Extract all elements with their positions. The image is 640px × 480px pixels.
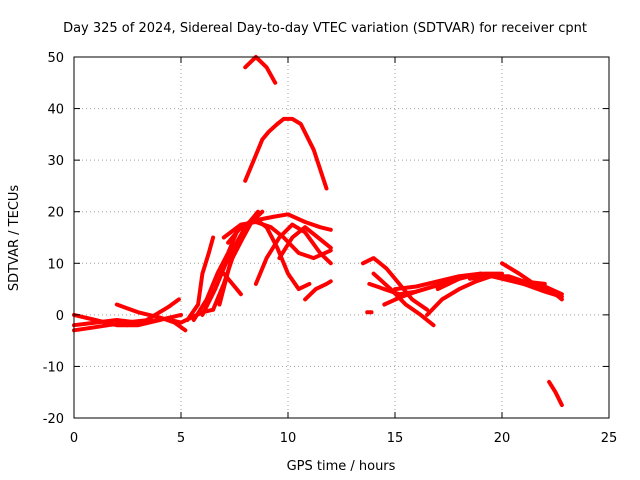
x-tick-label: 15 xyxy=(387,431,404,446)
axis-ticks: 0 5 10 15 20 25 -20 -10 0 10 20 30 40 50 xyxy=(43,51,618,446)
series-arc-23 xyxy=(371,271,436,328)
series-arc-13 xyxy=(226,212,333,245)
y-tick-label: 10 xyxy=(47,257,64,272)
series-arc-04 xyxy=(114,302,188,333)
x-tick-label: 10 xyxy=(280,431,297,446)
x-axis-label: GPS time / hours xyxy=(287,459,396,474)
series-arc-12 xyxy=(221,271,243,297)
series-arc-29 xyxy=(500,261,564,302)
series-arc-18 xyxy=(277,225,333,261)
series-arc-21 xyxy=(360,256,430,312)
y-tick-label: 20 xyxy=(47,206,64,221)
y-tick-label: 50 xyxy=(47,51,64,66)
series-arc-08 xyxy=(191,230,239,322)
series-arc-27 xyxy=(435,271,564,299)
y-tick-label: -20 xyxy=(43,412,64,427)
series-arc-31 xyxy=(547,379,564,408)
x-tick-label: 5 xyxy=(177,431,185,446)
series-arc-16 xyxy=(243,217,312,292)
series-arc-15 xyxy=(243,116,329,191)
x-tick-label: 25 xyxy=(601,431,618,446)
series-arc-19 xyxy=(303,279,333,302)
chart-title: Day 325 of 2024, Sidereal Day-to-day VTE… xyxy=(63,21,587,36)
x-tick-label: 0 xyxy=(70,431,78,446)
series-arc-17 xyxy=(253,222,333,286)
series-arc-14 xyxy=(221,220,333,261)
series-arc-20 xyxy=(243,55,278,85)
series-arc-07 xyxy=(185,235,216,322)
y-tick-label: 0 xyxy=(56,309,64,324)
x-tick-label: 20 xyxy=(494,431,511,446)
series-arc-03 xyxy=(72,318,151,333)
y-tick-label: -10 xyxy=(43,360,64,375)
y-tick-label: 30 xyxy=(47,154,64,169)
y-tick-label: 40 xyxy=(47,103,64,118)
data-series xyxy=(72,55,564,408)
series-arc-05 xyxy=(125,297,181,328)
y-axis-label: SDTVAR / TECUs xyxy=(7,185,22,292)
plot-frame xyxy=(73,56,610,419)
grid-lines xyxy=(74,57,609,418)
